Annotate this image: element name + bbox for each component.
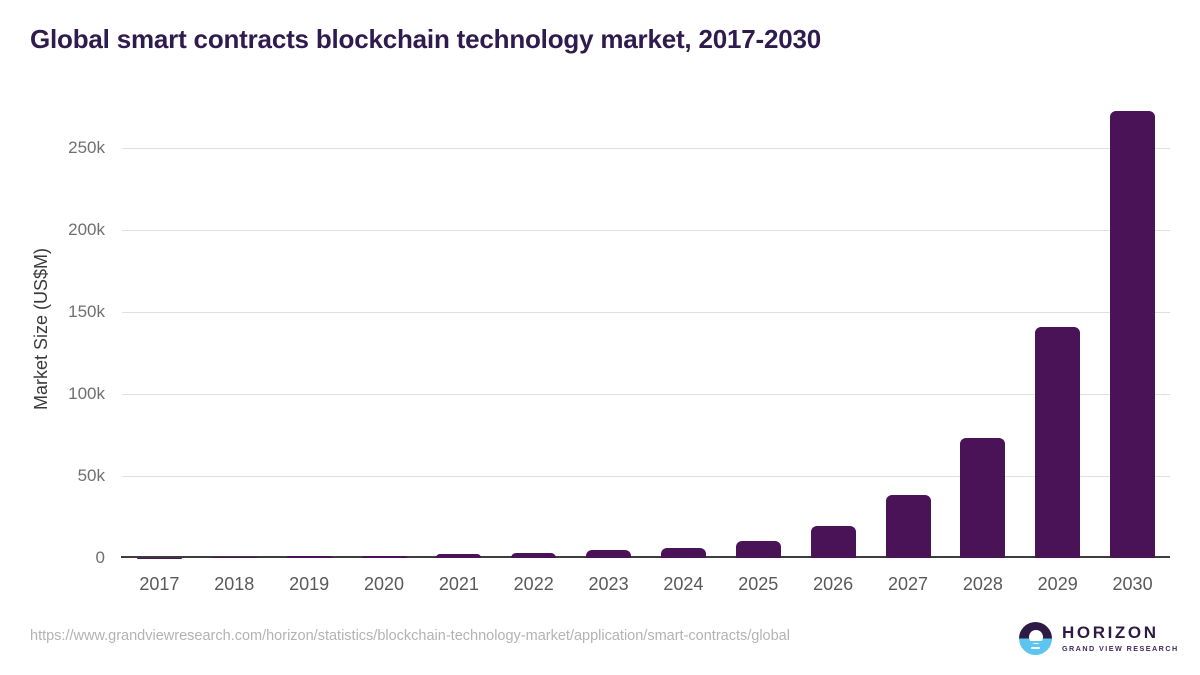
bar-2028[interactable] — [960, 438, 1006, 558]
gridline-250k — [122, 147, 1170, 149]
x-tick-2022: 2022 — [513, 574, 554, 594]
bar-2020[interactable] — [361, 555, 407, 558]
source-url-text: https://www.grandviewresearch.com/horizo… — [30, 628, 790, 644]
y-tick-250k: 250k — [68, 137, 105, 157]
x-tick-2024: 2024 — [663, 574, 704, 594]
x-tick-2026: 2026 — [813, 574, 854, 594]
x-tick-2020: 2020 — [363, 574, 404, 594]
y-axis-title-wrap: Market Size (US$M) — [24, 100, 58, 558]
gridline-100k — [122, 393, 1170, 395]
horizon-sunset-icon — [1019, 622, 1052, 655]
x-axis-line — [121, 556, 1170, 558]
bar-2019[interactable] — [286, 556, 332, 558]
bar-2030[interactable] — [1110, 111, 1156, 558]
y-tick-0: 0 — [95, 548, 105, 567]
bar-2027[interactable] — [885, 494, 931, 558]
bar-2021[interactable] — [436, 554, 482, 558]
bar-2025[interactable] — [735, 541, 781, 558]
x-tick-2027: 2027 — [887, 574, 928, 594]
x-tick-2030: 2030 — [1112, 574, 1153, 594]
y-tick-150k: 150k — [68, 301, 105, 321]
bar-2026[interactable] — [810, 525, 856, 558]
gridline-50k — [122, 475, 1170, 477]
gridline-200k — [122, 229, 1170, 231]
bar-2018[interactable] — [211, 557, 257, 558]
horizon-logo: HORIZON GRAND VIEW RESEARCH — [1019, 622, 1179, 655]
x-tick-2025: 2025 — [738, 574, 779, 594]
bar-chart-plot-area — [122, 100, 1170, 558]
bar-2022[interactable] — [511, 552, 557, 558]
x-tick-2029: 2029 — [1037, 574, 1078, 594]
y-tick-50k: 50k — [77, 465, 105, 485]
x-tick-2017: 2017 — [139, 574, 180, 594]
x-tick-2019: 2019 — [289, 574, 330, 594]
x-tick-2021: 2021 — [438, 574, 479, 594]
page-title: Global smart contracts blockchain techno… — [30, 24, 822, 54]
gridline-150k — [122, 311, 1170, 313]
logo-brand: HORIZON — [1062, 622, 1159, 642]
y-tick-100k: 100k — [68, 383, 105, 403]
bar-2029[interactable] — [1035, 327, 1081, 558]
x-tick-2023: 2023 — [588, 574, 629, 594]
x-tick-2018: 2018 — [214, 574, 255, 594]
logo-text: HORIZON GRAND VIEW RESEARCH — [1062, 622, 1179, 654]
y-tick-200k: 200k — [68, 219, 105, 239]
bar-2024[interactable] — [660, 548, 706, 558]
logo-subtitle: GRAND VIEW RESEARCH — [1062, 644, 1179, 654]
bar-2023[interactable] — [586, 550, 632, 558]
x-tick-2028: 2028 — [962, 574, 1003, 594]
